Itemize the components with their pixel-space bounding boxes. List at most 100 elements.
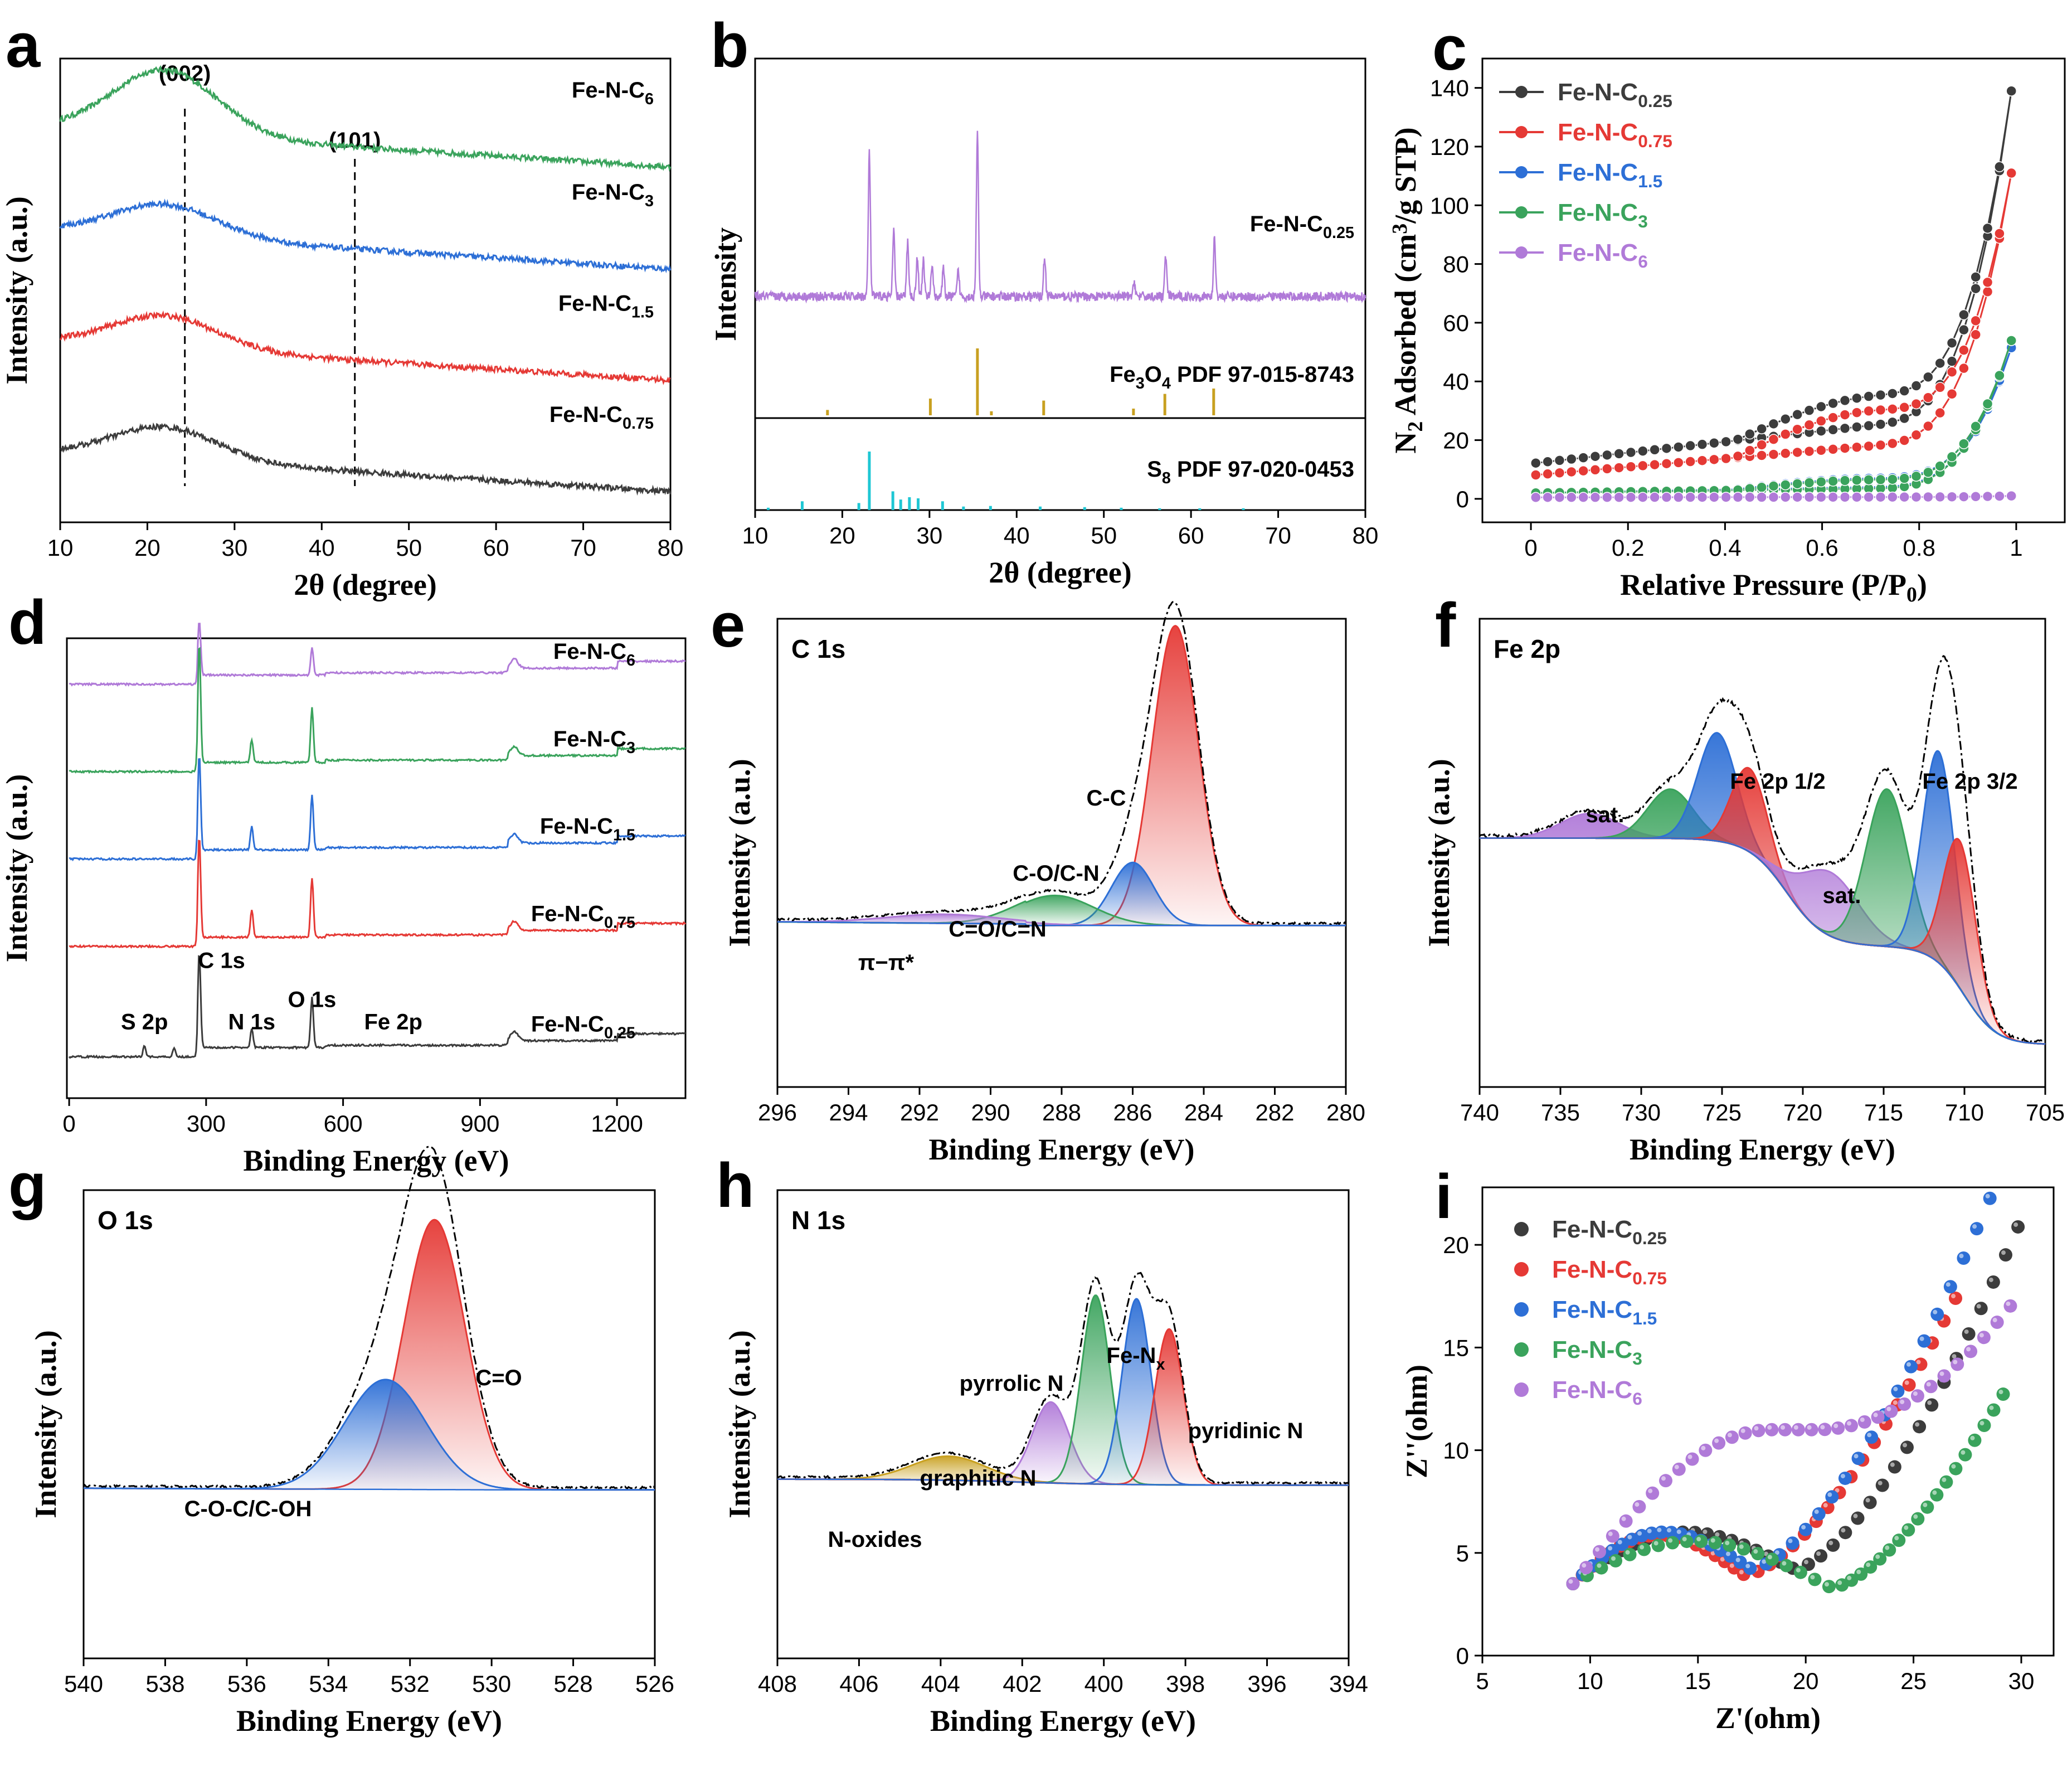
- point-highlight: [1952, 1354, 1957, 1359]
- y-tick-label: 20: [1443, 428, 1469, 454]
- legend-label: Fe-N-C0.75: [1552, 1256, 1667, 1288]
- isotherm-point: [1542, 468, 1553, 479]
- impedance-point: [1957, 1251, 1971, 1265]
- x-axis-title: Binding Energy (eV): [930, 1704, 1196, 1738]
- point-highlight: [1667, 1528, 1672, 1533]
- impedance-point: [1851, 1511, 1865, 1525]
- point-highlight: [1945, 1282, 1951, 1287]
- x-tick-label: 394: [1329, 1671, 1368, 1697]
- isotherm-point: [1934, 382, 1945, 393]
- point-highlight: [1846, 1421, 1851, 1426]
- panel-letter: g: [8, 1151, 46, 1220]
- isotherm-point: [1578, 452, 1589, 463]
- isotherm-point: [1970, 329, 1981, 340]
- impedance-point: [1901, 1523, 1915, 1537]
- point-highlight: [1754, 1426, 1759, 1431]
- isotherm-point: [1923, 371, 1934, 383]
- isotherm-point: [1816, 476, 1827, 488]
- x-tick-label: 290: [971, 1099, 1010, 1125]
- point-highlight: [1597, 1563, 1602, 1568]
- panel-letter: e: [711, 590, 745, 660]
- impedance-point: [1831, 1421, 1845, 1435]
- point-highlight: [1807, 1425, 1812, 1430]
- point-highlight: [1964, 1329, 1969, 1334]
- isotherm-point: [1661, 443, 1672, 454]
- isotherm-point: [1899, 402, 1910, 413]
- point-highlight: [1608, 1546, 1613, 1551]
- point-highlight: [1923, 1502, 1928, 1507]
- isotherm-point: [1685, 440, 1696, 452]
- legend-marker: [1515, 86, 1528, 98]
- isotherm-point: [1589, 450, 1601, 462]
- panel-f: 740 735 730 725 720 715 710 705 Binding Energy (…: [1422, 590, 2065, 1166]
- plot-frame: [776, 618, 1347, 1088]
- background-line: [777, 1478, 1349, 1486]
- point-highlight: [1900, 1399, 1905, 1404]
- impedance-point: [1738, 1426, 1752, 1440]
- x-tick-label: 50: [1091, 522, 1117, 549]
- isotherm-point: [1970, 421, 1981, 432]
- point-highlight: [1854, 1454, 1859, 1459]
- component-label: C-C: [1086, 786, 1126, 811]
- point-highlight: [1866, 1563, 1871, 1568]
- impedance-point: [1883, 1543, 1896, 1557]
- isotherm-point: [1970, 283, 1981, 294]
- point-highlight: [1774, 1550, 1779, 1555]
- x-tick-label: 0.4: [1709, 535, 1741, 561]
- point-highlight: [1893, 1386, 1898, 1391]
- isotherm-point: [1673, 457, 1684, 468]
- point-highlight: [1739, 1544, 1744, 1549]
- isotherm-point: [1780, 479, 1791, 491]
- point-highlight: [1976, 1304, 1981, 1309]
- x-tick-label: 540: [64, 1671, 103, 1697]
- isotherm-point: [1827, 397, 1838, 409]
- panel-letter: b: [711, 11, 748, 80]
- x-tick-label: 1200: [591, 1110, 643, 1137]
- point-highlight: [1932, 1490, 1937, 1495]
- point-highlight: [1853, 1513, 1858, 1518]
- isotherm-point: [1887, 474, 1898, 485]
- impedance-point: [1822, 1580, 1836, 1594]
- envelope-line: [777, 600, 1346, 926]
- isotherm-point: [2006, 85, 2017, 96]
- isotherm-point: [1768, 492, 1779, 503]
- point-highlight: [1816, 1551, 1821, 1556]
- point-highlight: [1625, 1550, 1630, 1555]
- point-highlight: [1988, 1277, 1993, 1282]
- x-tick-label: 740: [1460, 1099, 1499, 1125]
- isotherm-point: [1589, 492, 1601, 503]
- isotherm-point: [1792, 478, 1803, 489]
- x-tick-label: 40: [1004, 522, 1030, 549]
- isotherm-point: [1696, 439, 1708, 450]
- isotherm-point: [1875, 474, 1886, 486]
- point-highlight: [1979, 1333, 1984, 1338]
- impedance-point: [1917, 1334, 1931, 1348]
- isotherm-point: [1780, 492, 1791, 503]
- legend-label: Fe-N-C6: [1552, 1376, 1642, 1409]
- isotherm-point: [1792, 409, 1803, 420]
- plot-frame: [1481, 57, 2066, 523]
- x-tick-label: 0.2: [1612, 535, 1644, 561]
- point-highlight: [1951, 1464, 1956, 1469]
- isotherm-point: [1958, 491, 1969, 502]
- x-tick-label: 284: [1184, 1099, 1223, 1125]
- isotherm-point: [1899, 413, 1910, 424]
- point-highlight: [1865, 1498, 1870, 1503]
- point-highlight: [1833, 1423, 1838, 1428]
- isotherm-point: [1851, 392, 1862, 404]
- isotherm-point: [1625, 492, 1637, 503]
- impedance-point: [1566, 1577, 1580, 1591]
- x-tick-label: 715: [1864, 1099, 1903, 1125]
- isotherm-point: [1613, 492, 1624, 503]
- x-tick-label: 5: [1476, 1668, 1489, 1694]
- plot-frame: [776, 1189, 1350, 1659]
- plot-frame: [66, 637, 687, 1099]
- isotherm-point: [1696, 455, 1708, 466]
- impedance-point: [1685, 1452, 1699, 1466]
- impedance-point: [1812, 1507, 1826, 1521]
- point-highlight: [1611, 1556, 1616, 1561]
- isotherm-point: [1875, 419, 1886, 430]
- impedance-point: [1884, 1404, 1898, 1418]
- point-highlight: [1966, 1347, 1971, 1352]
- impedance-point: [1920, 1500, 1934, 1514]
